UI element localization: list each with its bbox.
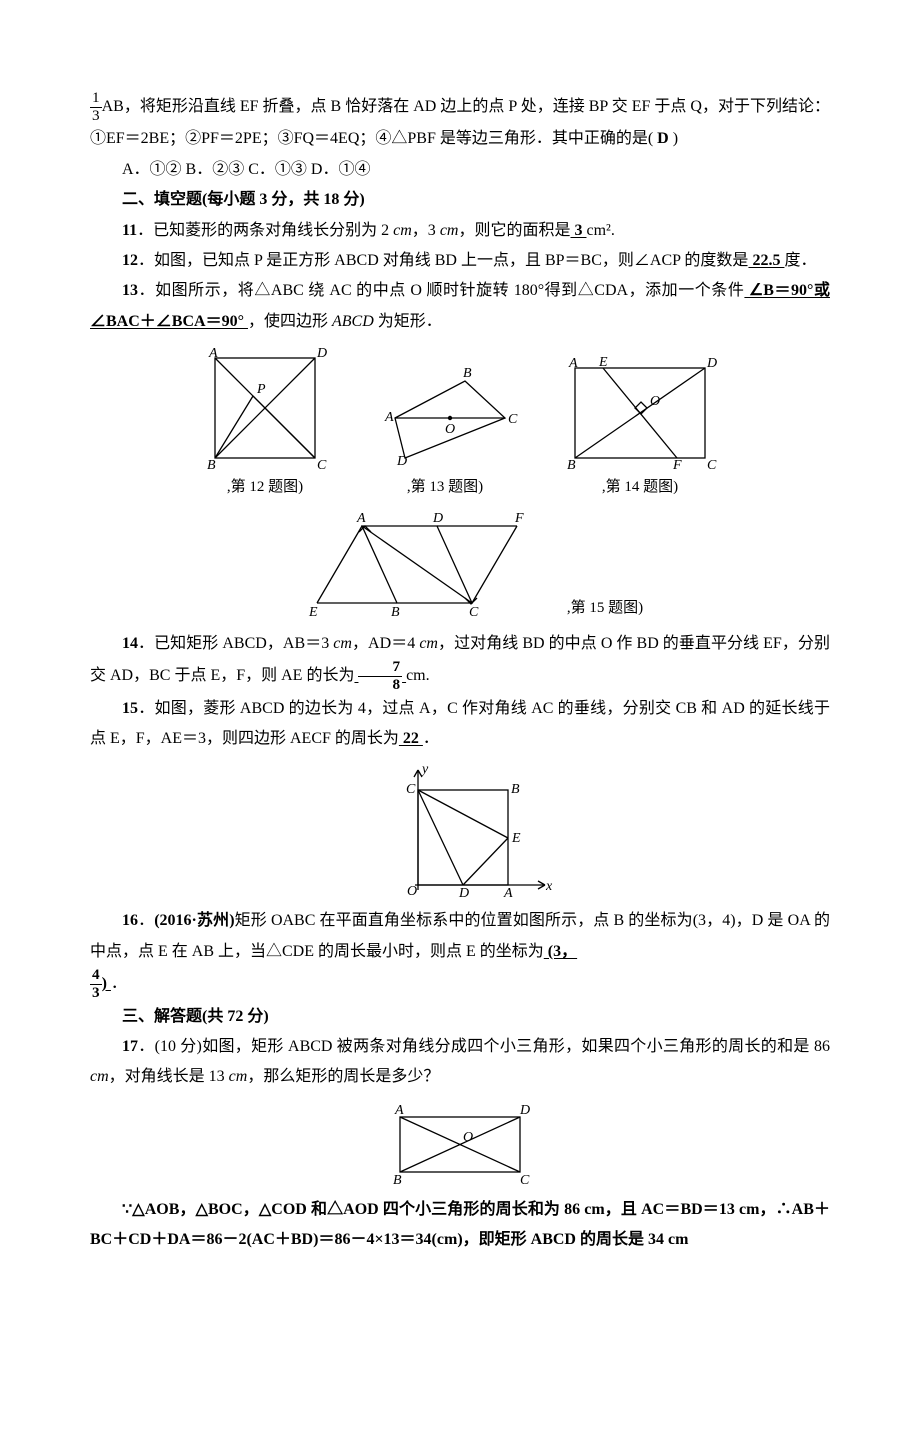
q17: 17．(10 分)如图，矩形 ABCD 被两条对角线分成四个小三角形，如果四个小… bbox=[90, 1032, 830, 1093]
svg-text:D: D bbox=[519, 1103, 530, 1118]
svg-text:B: B bbox=[393, 1173, 402, 1188]
q17-solution: ∵△AOB，△BOC，△COD 和△AOD 四个小三角形的周长和为 86 cm，… bbox=[90, 1195, 830, 1256]
section-2-title: 二、填空题(每小题 3 分，共 18 分) bbox=[90, 185, 830, 215]
q14: 14．已知矩形 ABCD，AB＝3 cm，AD＝4 cm，过对角线 BD 的中点… bbox=[90, 629, 830, 694]
q16-answer: (3， bbox=[544, 943, 577, 960]
svg-text:A: A bbox=[568, 356, 578, 371]
svg-text:A: A bbox=[503, 886, 513, 900]
q12-answer: 22.5 bbox=[748, 252, 784, 269]
q11-answer: 3 bbox=[570, 222, 586, 239]
q15-answer: 22 bbox=[399, 730, 423, 747]
svg-text:C: C bbox=[520, 1173, 530, 1188]
svg-text:B: B bbox=[463, 366, 472, 381]
q12: 12．如图，已知点 P 是正方形 ABCD 对角线 BD 上一点，且 BP＝BC… bbox=[90, 246, 830, 276]
svg-text:B: B bbox=[511, 782, 520, 797]
svg-text:O: O bbox=[445, 422, 455, 437]
figure-q12: A D B C P ,第 12 题图) bbox=[195, 343, 335, 502]
svg-q16: O D A x C B E y bbox=[360, 760, 560, 900]
q11: 11．已知菱形的两条对角线长分别为 2 cm，3 cm，则它的面积是 3 cm²… bbox=[90, 216, 830, 246]
svg-q14: A E D B F C O bbox=[555, 353, 725, 473]
svg-text:E: E bbox=[598, 355, 608, 370]
svg-text:A: A bbox=[356, 511, 366, 526]
q16: 16．(2016·苏州)矩形 OABC 在平面直角坐标系中的位置如图所示，点 B… bbox=[90, 906, 830, 967]
svg-text:A: A bbox=[384, 410, 394, 425]
q10-intro: 13AB，将矩形沿直线 EF 折叠，点 B 恰好落在 AD 边上的点 P 处，连… bbox=[90, 90, 830, 155]
svg-text:C: C bbox=[406, 782, 416, 797]
svg-text:B: B bbox=[207, 458, 216, 473]
svg-text:B: B bbox=[567, 458, 576, 473]
svg-text:C: C bbox=[707, 458, 717, 473]
svg-text:E: E bbox=[511, 831, 521, 846]
svg-text:O: O bbox=[463, 1130, 473, 1145]
frac-1-3: 13 bbox=[90, 90, 102, 124]
svg-text:D: D bbox=[458, 886, 469, 900]
svg-text:O: O bbox=[650, 394, 660, 409]
svg-text:D: D bbox=[432, 511, 443, 526]
svg-q12: A D B C P bbox=[195, 343, 335, 473]
svg-text:F: F bbox=[672, 458, 682, 473]
svg-text:B: B bbox=[391, 605, 400, 620]
svg-q17: A D B C O bbox=[370, 1099, 550, 1189]
svg-text:C: C bbox=[508, 412, 518, 427]
svg-text:F: F bbox=[514, 511, 524, 526]
q10-answer: D bbox=[657, 130, 669, 147]
svg-text:C: C bbox=[469, 605, 479, 620]
figure-q13: A B C D O ,第 13 题图) bbox=[345, 363, 545, 502]
figure-row-3: O D A x C B E y bbox=[90, 760, 830, 900]
svg-text:D: D bbox=[316, 346, 327, 361]
figure-row-2: A D F E B C ,第 15 题图) bbox=[90, 508, 830, 623]
q16-cont: 43) ． bbox=[90, 967, 830, 1001]
svg-text:O: O bbox=[407, 884, 417, 899]
figure-q14: A E D B F C O ,第 14 题图) bbox=[555, 353, 725, 502]
figure-row-1: A D B C P ,第 12 题图) A B C D O ,第 13 题图) bbox=[90, 343, 830, 502]
svg-q13: A B C D O bbox=[345, 363, 545, 473]
section-3-title: 三、解答题(共 72 分) bbox=[90, 1002, 830, 1032]
q13: 13．如图所示，将△ABC 绕 AC 的中点 O 顺时针旋转 180°得到△CD… bbox=[90, 276, 830, 337]
svg-text:y: y bbox=[420, 762, 429, 777]
svg-text:C: C bbox=[317, 458, 327, 473]
svg-text:D: D bbox=[396, 454, 407, 469]
svg-text:D: D bbox=[706, 356, 717, 371]
q14-answer: 78 bbox=[354, 667, 406, 684]
figure-q17: A D B C O bbox=[90, 1099, 830, 1189]
q10-options: A．①② B．②③ C．①③ D．①④ bbox=[90, 155, 830, 185]
svg-text:A: A bbox=[394, 1103, 404, 1118]
figure-q15: A D F E B C bbox=[277, 508, 557, 623]
svg-text:P: P bbox=[256, 382, 266, 397]
svg-text:E: E bbox=[308, 605, 318, 620]
svg-text:x: x bbox=[545, 879, 553, 894]
svg-q15: A D F E B C bbox=[277, 508, 557, 623]
q15: 15．如图，菱形 ABCD 的边长为 4，过点 A，C 作对角线 AC 的垂线，… bbox=[90, 694, 830, 755]
svg-text:A: A bbox=[208, 346, 218, 361]
